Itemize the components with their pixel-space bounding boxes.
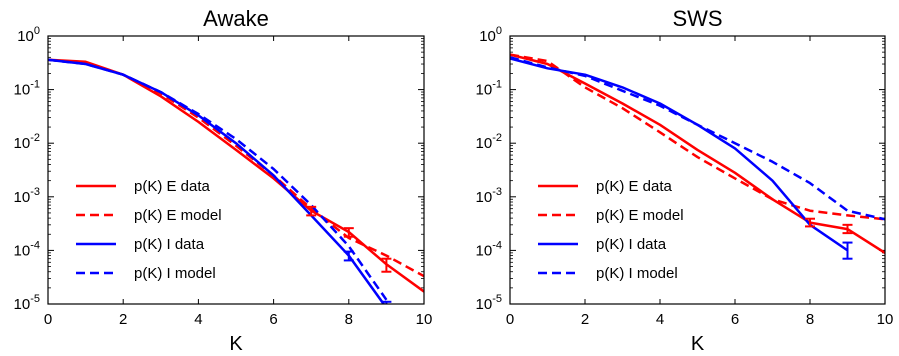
plot-area	[510, 53, 885, 260]
x-axis-ticks: 0 2 4 6 8 10	[506, 36, 894, 328]
legend-item: p(K) I model	[76, 265, 216, 282]
y-tick-label: 100	[17, 25, 40, 45]
x-tick-label: 0	[506, 311, 514, 328]
error-bar	[306, 205, 317, 217]
x-tick-label: 6	[731, 311, 739, 328]
legend-item: p(K) E model	[538, 207, 684, 224]
y-tick-label: 10-4	[14, 239, 40, 259]
legend-label: p(K) E data	[134, 178, 211, 195]
legend: p(K) E data p(K) E model p(K) I data p(K) I…	[76, 178, 222, 282]
error-bar	[842, 241, 853, 260]
legend-label: p(K) I data	[134, 236, 205, 253]
legend-label: p(K) E data	[596, 178, 673, 195]
chart-title: Awake	[203, 6, 269, 31]
awake-panel: Awake K 0 2 4 6 8 10 100 10-1 10-2 10-3 10-4 10-5 p(K)…	[14, 6, 433, 355]
x-tick-label: 0	[44, 311, 52, 328]
legend: p(K) E data p(K) E model p(K) I data p(K) I…	[538, 178, 684, 282]
y-tick-label: 10-2	[14, 132, 40, 152]
legend-item: p(K) I data	[76, 236, 205, 253]
series-line-p-k-i-model	[48, 58, 388, 301]
legend-label: p(K) I model	[134, 265, 216, 282]
y-axis-ticks: 100 10-1 10-2 10-3 10-4 10-5	[476, 25, 885, 313]
x-tick-label: 4	[194, 311, 202, 328]
x-axis-label: K	[229, 333, 243, 355]
axes-frame	[47, 35, 425, 305]
axes-frame	[509, 35, 886, 305]
series-line-p-k-e-data	[510, 53, 885, 254]
error-bar	[805, 217, 815, 228]
x-tick-label: 8	[345, 311, 353, 328]
series-line-p-k-i-data	[48, 58, 386, 304]
x-tick-label: 8	[806, 311, 814, 328]
error-bar	[343, 250, 354, 262]
legend-item: p(K) E model	[76, 207, 222, 224]
error-bar	[842, 223, 853, 235]
x-tick-label: 10	[877, 311, 894, 328]
y-axis-ticks: 100 10-1 10-2 10-3 10-4 10-5	[14, 25, 424, 313]
x-tick-label: 2	[119, 311, 127, 328]
series-line-p-k-e-data	[48, 58, 424, 293]
y-tick-label: 10-2	[476, 132, 502, 152]
legend-item: p(K) E data	[76, 178, 211, 195]
y-tick-label: 10-1	[14, 79, 40, 99]
x-tick-label: 6	[269, 311, 277, 328]
y-tick-label: 10-3	[14, 186, 40, 206]
y-tick-label: 10-5	[14, 293, 40, 313]
x-tick-label: 4	[656, 311, 664, 328]
legend-item: p(K) E data	[538, 178, 673, 195]
chart-title: SWS	[672, 6, 722, 31]
error-bar	[343, 227, 354, 238]
sws-panel: SWS K 0 2 4 6 8 10 100 10-1 10-2 10-3 10-4 10-5 p(K) E…	[476, 6, 894, 355]
series-line-p-k-i-model	[510, 56, 885, 221]
y-tick-label: 10-3	[476, 186, 502, 206]
legend-item: p(K) I model	[538, 265, 678, 282]
legend-item: p(K) I data	[538, 236, 667, 253]
y-tick-label: 10-5	[476, 293, 502, 313]
y-tick-label: 100	[479, 25, 502, 45]
legend-label: p(K) E model	[596, 207, 684, 224]
legend-label: p(K) I data	[596, 236, 667, 253]
x-axis-label: K	[691, 333, 705, 355]
series-line-p-k-e-model	[510, 53, 885, 221]
legend-label: p(K) I model	[596, 265, 678, 282]
y-tick-label: 10-1	[476, 79, 502, 99]
legend-label: p(K) E model	[134, 207, 222, 224]
y-tick-label: 10-4	[476, 239, 502, 259]
x-tick-label: 10	[416, 311, 433, 328]
x-tick-label: 2	[581, 311, 589, 328]
error-bar	[381, 257, 392, 273]
